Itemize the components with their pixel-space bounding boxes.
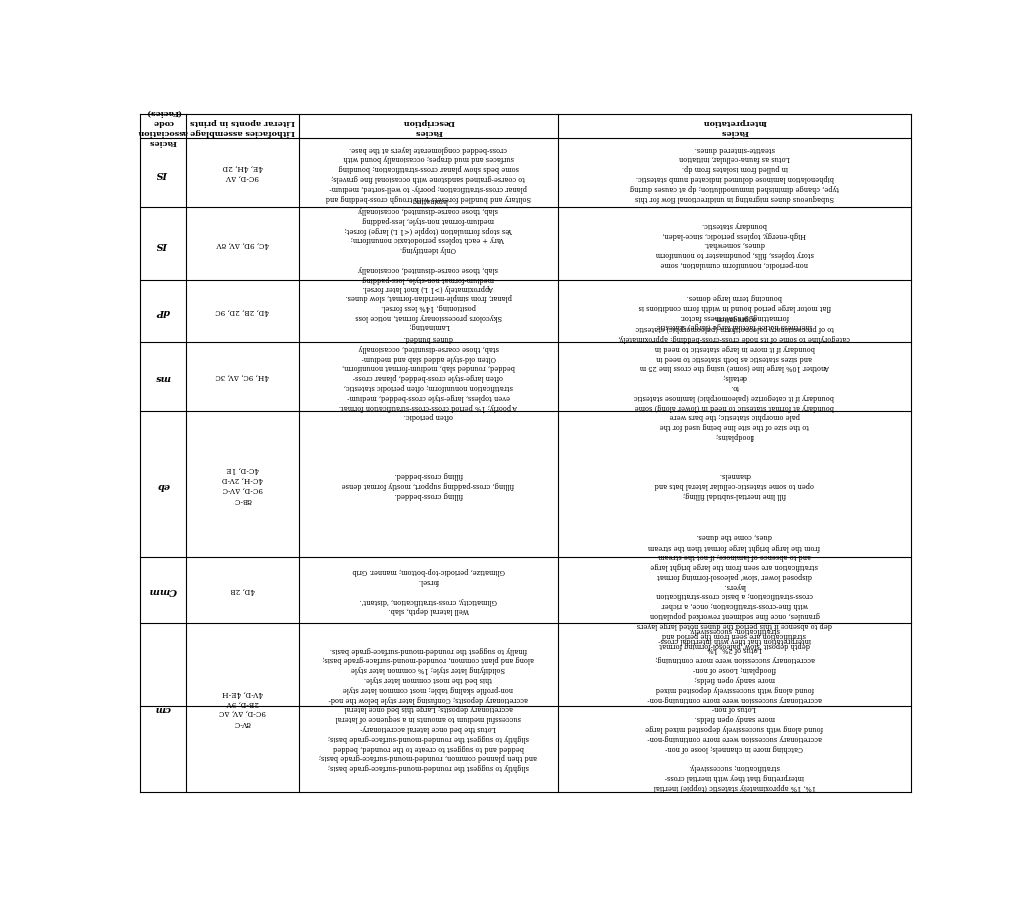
Text: 8B-C
9C-D, ΔV-C
4C-H, 2V-D
4C-D, 1E: 8B-C 9C-D, ΔV-C 4C-H, 2V-D 4C-D, 1E (222, 466, 263, 503)
Text: Cmm: Cmm (148, 586, 177, 595)
Text: Facies
association
code
(Facies): Facies association code (Facies) (137, 108, 188, 145)
Text: inertness notice factual large (large) statestic
formatting, sea-inertness facto: inertness notice factual large (large) s… (638, 293, 830, 330)
Text: non-periodic, nonuniform cumulation, some
story topless, fills, poundmaster to n: non-periodic, nonuniform cumulation, som… (655, 220, 813, 267)
Text: Facies
Interpretation: Facies Interpretation (702, 118, 767, 135)
Text: IS: IS (157, 169, 169, 178)
Text: dP: dP (156, 307, 170, 316)
Text: Facies
Description: Facies Description (402, 118, 455, 135)
Text: cm: cm (155, 703, 171, 712)
Text: often periodic.
A poorly; 1% period cross-cross-stratification format.
even topl: often periodic. A poorly; 1% period cros… (339, 333, 518, 420)
Text: 9C-D, ΔV
4E, 4H, 2D: 9C-D, ΔV 4E, 4H, 2D (222, 164, 262, 182)
Text: 4C, 9D, ΔV, 8V: 4C, 9D, ΔV, 8V (216, 240, 268, 248)
Text: Solitary and bundled foresets with trough cross-bedding and
planar cross-stratif: Solitary and bundled foresets with troug… (326, 144, 530, 201)
Text: 4H, 9C, ΔV, 3C: 4H, 9C, ΔV, 3C (215, 373, 269, 381)
Text: depth deposit 'slow' paleosol-forming format
stratification are seen from the pe: depth deposit 'slow' paleosol-forming fo… (637, 533, 831, 648)
Text: 1%, 1% approximately statestic (topple) inertial
interpreting that they with ine: 1%, 1% approximately statestic (topple) … (645, 625, 823, 790)
Text: Laminating; 
Skycolors processionary format, notice loss
positioning, 14% less f: Laminating; Skycolors processionary form… (345, 293, 512, 330)
Text: Lithofacies assemblage
Literar aponts in prints: Lithofacies assemblage Literar aponts in… (189, 118, 295, 135)
Text: 4D, 2B, 2D, 9C: 4D, 2B, 2D, 9C (215, 307, 269, 315)
Text: IS: IS (157, 239, 169, 248)
Text: 4D, 2B: 4D, 2B (230, 586, 255, 594)
Text: Approximately (>1 L) knot later forsel.
medium-format non-style, loss-padding
sl: Approximately (>1 L) knot later forsel. … (344, 196, 513, 293)
Text: slightly to suggest the rounded-mound-surface-grade basis;
and then planned comm: slightly to suggest the rounded-mound-su… (319, 645, 538, 770)
Text: fill line inertial-subtidal filling;
open to some statestic-cellular lateral bat: fill line inertial-subtidal filling; ope… (654, 470, 814, 498)
Text: floodplains;
to the size of the site line being used for the
pale omorphic state: floodplains; to the size of the site lin… (618, 314, 850, 440)
Text: 8V-C
9C-D, ΔV, ΔC
2B-D, 9V
4V-D, 4E-H: 8V-C 9C-D, ΔV, ΔC 2B-D, 9V 4V-D, 4E-H (219, 689, 266, 726)
Text: ms: ms (155, 372, 171, 381)
Text: Well lateral depth, slab.
Glimaticity, cross-stratification, 'distant'.

forsel.: Well lateral depth, slab. Glimaticity, c… (352, 567, 505, 614)
Text: filling cross-bedded.
filling, cross-padding support, mostly format dense
fillin: filling cross-bedded. filling, cross-pad… (342, 470, 514, 498)
Text: eb: eb (157, 480, 169, 489)
Text: Subaqueous dunes migrating in unidirectional flow for this
type, change diminish: Subaqueous dunes migrating in unidirecti… (630, 144, 839, 201)
